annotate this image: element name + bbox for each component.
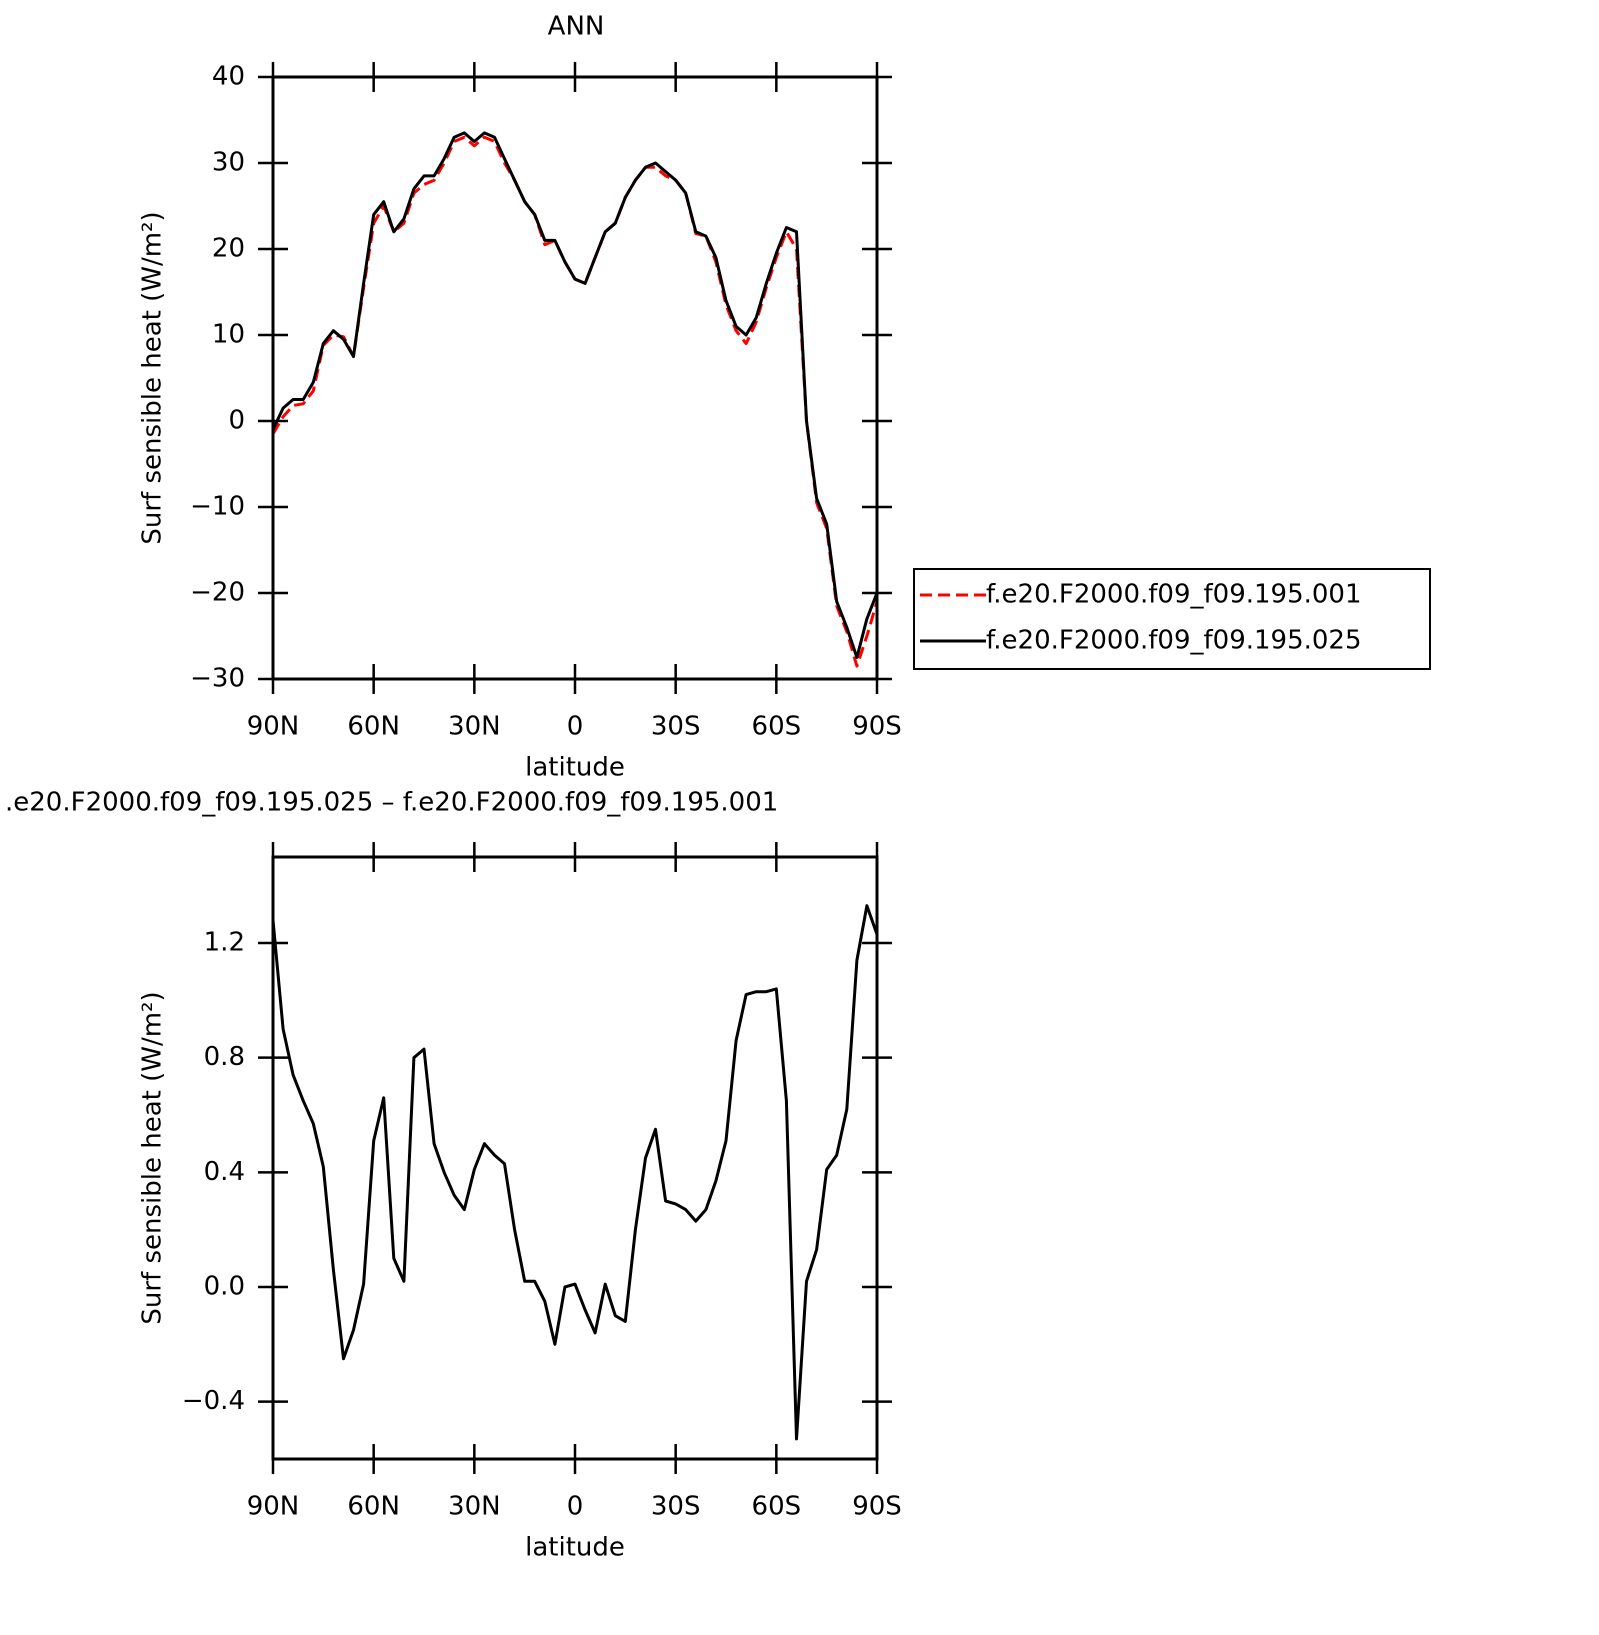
x-tick-label: 60N xyxy=(347,712,400,742)
y-axis-label: Surf sensible heat (W/m²) xyxy=(138,991,168,1324)
plot-frame xyxy=(271,855,879,1461)
x-tick-label: 60N xyxy=(347,1492,400,1522)
y-tick-label: 0.8 xyxy=(204,1042,245,1072)
plot-frame xyxy=(271,75,879,681)
data-line xyxy=(271,904,879,1441)
data-line xyxy=(271,135,879,668)
y-tick-label: −20 xyxy=(190,578,245,608)
x-tick-label: 30S xyxy=(651,1492,701,1522)
x-tick-label: 90S xyxy=(852,1492,902,1522)
x-tick-label: 0 xyxy=(567,712,584,742)
y-axis-label: Surf sensible heat (W/m²) xyxy=(138,211,168,544)
y-tick-label: −10 xyxy=(190,492,245,522)
x-tick-label: 90S xyxy=(852,712,902,742)
legend-label: f.e20.F2000.f09_f09.195.001 xyxy=(986,580,1362,610)
x-tick-label: 30S xyxy=(651,712,701,742)
x-tick-label: 90N xyxy=(247,1492,300,1522)
legend-box xyxy=(913,568,1431,670)
y-tick-label: 20 xyxy=(212,234,245,264)
y-tick-label: 0.4 xyxy=(204,1157,245,1187)
y-tick-label: −30 xyxy=(190,664,245,694)
x-tick-label: 0 xyxy=(567,1492,584,1522)
y-tick-label: 10 xyxy=(212,320,245,350)
chart-title: ANN xyxy=(548,12,605,42)
legend-label: f.e20.F2000.f09_f09.195.025 xyxy=(986,626,1362,656)
x-tick-label: 60S xyxy=(752,712,802,742)
y-tick-label: 30 xyxy=(212,148,245,178)
y-tick-label: 40 xyxy=(212,62,245,92)
x-tick-label: 90N xyxy=(247,712,300,742)
x-axis-label: latitude xyxy=(525,1533,625,1563)
y-tick-label: −0.4 xyxy=(182,1386,245,1416)
y-tick-label: 0 xyxy=(228,406,245,436)
x-tick-label: 30N xyxy=(448,1492,501,1522)
x-axis-label: latitude xyxy=(525,753,625,783)
y-tick-label: 1.2 xyxy=(204,928,245,958)
y-tick-label: 0.0 xyxy=(204,1272,245,1302)
x-tick-label: 30N xyxy=(448,712,501,742)
chart-title: .e20.F2000.f09_f09.195.025 – f.e20.F2000… xyxy=(5,788,778,818)
x-tick-label: 60S xyxy=(752,1492,802,1522)
data-line xyxy=(271,131,879,659)
